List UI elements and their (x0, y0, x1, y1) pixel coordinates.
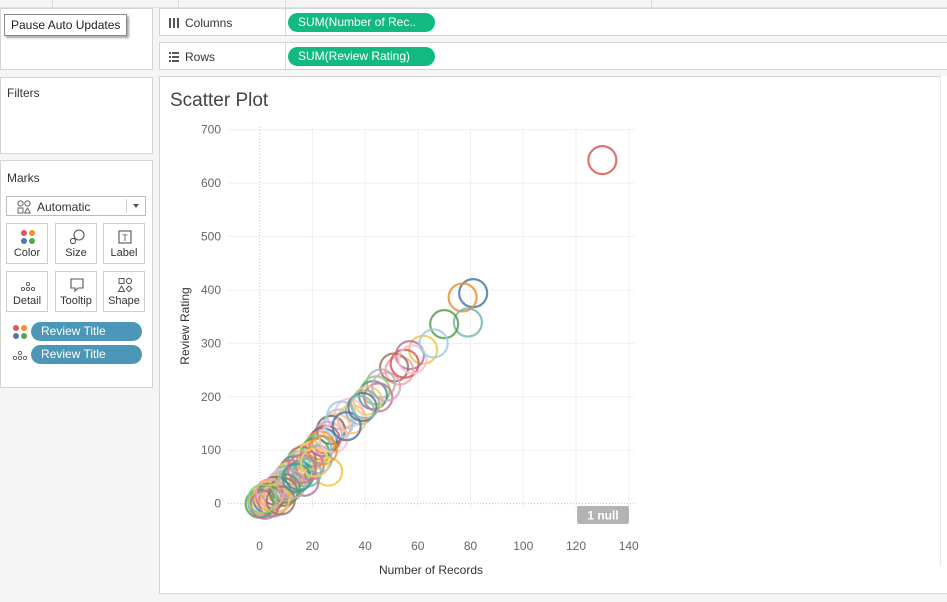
rows-pill[interactable]: SUM(Review Rating) (288, 47, 435, 66)
scatter-point[interactable] (247, 483, 278, 514)
size-icon (69, 229, 85, 245)
sheet-title: Scatter Plot (170, 90, 269, 111)
scatter-point[interactable] (349, 389, 381, 420)
scatter-point[interactable] (347, 391, 378, 423)
filters-title: Filters (7, 86, 40, 100)
scatter-point[interactable] (255, 477, 286, 509)
rows-shelf[interactable]: Rows SUM(Review Rating) (159, 42, 947, 71)
vertical-scrollbar[interactable] (940, 76, 947, 566)
color-dots-icon (21, 230, 35, 244)
columns-shelf[interactable]: Columns SUM(Number of Rec.. (159, 8, 947, 37)
rows-label: Rows (185, 50, 216, 64)
color-button[interactable]: Color (6, 223, 48, 264)
scatter-point[interactable] (447, 282, 478, 313)
detail-label: Detail (12, 295, 42, 307)
scatter-point[interactable] (587, 145, 618, 176)
top-strip (0, 0, 947, 8)
scatter-point[interactable] (286, 453, 317, 485)
view-canvas (159, 76, 947, 594)
size-label: Size (65, 247, 87, 259)
filters-card[interactable]: Filters (0, 77, 153, 154)
columns-label: Columns (185, 16, 233, 30)
label-icon: T (118, 230, 132, 244)
shape-button[interactable]: Shape (103, 271, 145, 312)
scatter-point[interactable] (418, 328, 449, 359)
label-button[interactable]: T Label (103, 223, 145, 264)
detail-button[interactable]: Detail (6, 271, 48, 312)
scatter-point[interactable] (299, 447, 331, 478)
shape-label: Shape (108, 295, 140, 307)
svg-text:T: T (122, 233, 128, 243)
scatter-point[interactable] (394, 340, 426, 371)
columns-pill[interactable]: SUM(Number of Rec.. (288, 13, 435, 32)
tooltip-label: Tooltip (60, 295, 92, 307)
scatter-point[interactable] (281, 462, 312, 494)
chevron-down-icon (133, 204, 139, 208)
scatter-point[interactable] (371, 371, 402, 402)
mark-type-dropdown[interactable]: Automatic (6, 196, 146, 216)
scatter-point[interactable] (452, 307, 484, 338)
detail-field-pill[interactable]: Review Title (31, 345, 142, 364)
rows-icon (169, 52, 179, 62)
tooltip-button[interactable]: Tooltip (55, 271, 97, 312)
tooltip-icon (70, 278, 84, 293)
scatter-point[interactable] (276, 469, 307, 500)
scatter-point[interactable] (389, 348, 420, 379)
scatter-point[interactable] (331, 411, 362, 442)
label-label: Label (110, 247, 138, 259)
size-button[interactable]: Size (55, 223, 97, 264)
scatter-point[interactable] (429, 309, 460, 340)
color-field-pill[interactable]: Review Title (31, 322, 142, 341)
color-label: Color (13, 247, 41, 259)
detail-encoding-icon (12, 350, 28, 361)
automatic-mark-icon (17, 200, 31, 214)
marks-title: Marks (7, 171, 40, 185)
columns-icon (169, 18, 179, 28)
detail-dots-icon (20, 281, 36, 292)
scatter-point[interactable] (265, 485, 296, 516)
mark-type-value: Automatic (37, 200, 91, 214)
pause-auto-updates-button[interactable]: Pause Auto Updates (4, 14, 128, 36)
shape-icon (117, 277, 133, 293)
scatter-point[interactable] (397, 344, 428, 375)
color-encoding-icon (13, 325, 27, 339)
